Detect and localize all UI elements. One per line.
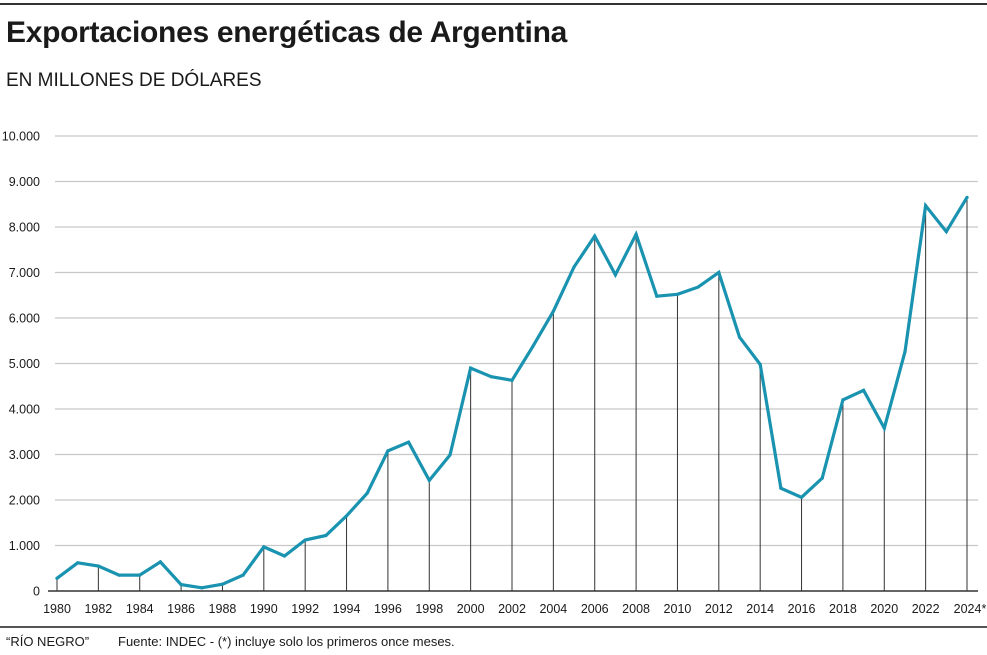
x-tick-label: 1996 [374, 602, 402, 616]
data-point-1981 [76, 561, 80, 565]
data-point-2005 [572, 265, 576, 269]
data-point-2007 [613, 273, 618, 277]
x-tick-label: 2020 [870, 602, 898, 616]
y-tick-label: 5.000 [9, 357, 40, 371]
gridlines [55, 135, 978, 547]
x-tick-label: 1994 [333, 602, 361, 616]
data-point-1983 [117, 573, 121, 577]
data-point-2010 [675, 292, 680, 296]
x-tick-label: 2022 [912, 602, 940, 616]
data-point-2020 [882, 426, 886, 430]
data-point-1994 [344, 514, 349, 518]
y-tick-label: 6.000 [9, 312, 40, 326]
data-point-2012 [717, 270, 721, 275]
data-point-2021 [903, 350, 907, 354]
x-tick-label: 1988 [209, 602, 237, 616]
x-tick-label: 2006 [581, 602, 609, 616]
data-point-1987 [200, 586, 204, 590]
x-tick-label: 1990 [250, 602, 278, 616]
data-point-2002 [510, 378, 514, 382]
data-point-1980 [55, 576, 59, 580]
footer-source: Fuente: INDEC - (*) incluye solo los pri… [118, 634, 455, 649]
data-point-2004 [551, 309, 555, 313]
data-point-2014 [758, 362, 762, 367]
bottom-rule [0, 626, 987, 628]
data-point-2001 [489, 375, 493, 379]
data-point-1995 [365, 491, 369, 495]
y-tick-label: 10.000 [2, 130, 40, 144]
y-tick-label: 0 [33, 585, 40, 599]
y-axis-labels: 0 1.000 2.000 3.000 4.000 5.000 6.000 7.000 8.00… [2, 130, 40, 599]
x-tick-label: 1986 [167, 602, 195, 616]
data-point-1991 [282, 554, 287, 558]
data-point-2000 [469, 366, 473, 370]
data-point-1982 [96, 564, 100, 568]
droplines [56, 197, 968, 591]
x-tick-label: 1982 [84, 602, 112, 616]
y-tick-label: 3.000 [9, 448, 40, 462]
x-tick-label: 2014 [746, 602, 774, 616]
chart-title: Exportaciones energéticas de Argentina [6, 16, 568, 49]
data-point-1988 [220, 582, 225, 586]
x-tick-label: 1992 [291, 602, 319, 616]
x-tick-label: 2002 [498, 602, 526, 616]
data-point-1989 [241, 573, 245, 577]
footer-credit: “RÍO NEGRO” [6, 634, 90, 649]
data-point-1984 [138, 573, 142, 577]
x-tick-label: 2024* [954, 602, 987, 616]
top-rule [0, 3, 987, 5]
x-axis-labels: 1980 1982 1984 1986 1988 1990 1992 1994 1996 1998… [43, 602, 986, 616]
data-point-2016 [799, 495, 804, 499]
x-tick-label: 1980 [43, 602, 71, 616]
data-point-2009 [655, 294, 659, 298]
x-tick-label: 2010 [664, 602, 692, 616]
y-tick-label: 9.000 [9, 175, 40, 189]
data-points [55, 195, 969, 590]
data-point-2006 [593, 234, 597, 238]
data-point-2018 [841, 398, 845, 402]
data-point-2008 [634, 232, 638, 236]
data-point-1999 [448, 453, 452, 457]
x-tick-label: 2012 [705, 602, 733, 616]
data-point-2003 [531, 345, 535, 349]
data-point-1997 [406, 440, 411, 444]
x-tick-label: 2016 [788, 602, 816, 616]
y-tick-label: 7.000 [9, 266, 40, 280]
data-point-2019 [861, 388, 866, 392]
y-tick-label: 4.000 [9, 403, 40, 417]
x-tick-label: 2000 [457, 602, 485, 616]
data-point-2013 [737, 335, 742, 339]
data-point-2023 [944, 229, 948, 234]
x-tick-label: 2018 [829, 602, 857, 616]
data-point-1990 [262, 545, 266, 549]
data-point-1986 [179, 583, 183, 587]
x-tick-label: 2008 [622, 602, 650, 616]
x-tick-label: 1984 [126, 602, 154, 616]
x-tick-label: 2004 [539, 602, 567, 616]
data-point-1993 [324, 533, 328, 538]
data-point-2015 [779, 486, 783, 490]
data-point-2017 [820, 476, 824, 480]
data-point-1998 [427, 478, 431, 483]
data-point-1992 [303, 538, 307, 542]
y-tick-label: 8.000 [9, 221, 40, 235]
chart-subtitle: EN MILLONES DE DÓLARES [6, 70, 262, 91]
data-point-1985 [158, 560, 163, 564]
data-point-2011 [696, 285, 700, 289]
data-point-1996 [386, 449, 390, 453]
data-point-2024 [965, 195, 969, 200]
x-tick-label: 1998 [415, 602, 443, 616]
data-point-2022 [924, 204, 928, 208]
y-tick-label: 2.000 [9, 494, 40, 508]
y-tick-label: 1.000 [9, 539, 40, 553]
